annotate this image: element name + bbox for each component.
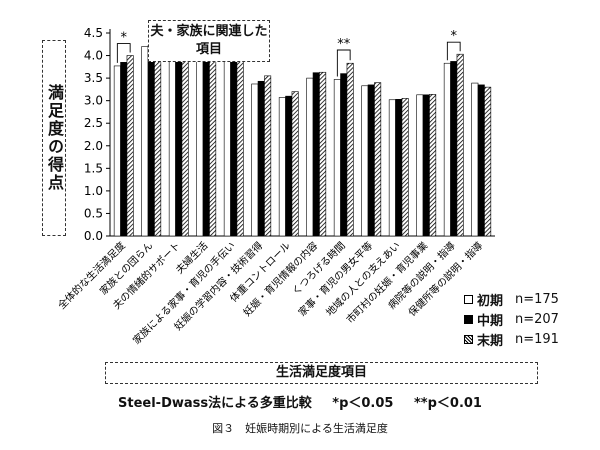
legend-label: 中期 [477,313,504,329]
y-tick-label: 3.0 [84,94,103,108]
bar-middle [422,94,430,237]
x-axis-title: 生活満足度項目 [275,365,367,380]
y-tick-label: 0.5 [84,206,103,220]
bar-middle [147,45,155,237]
bar-middle [285,95,293,237]
significance-bracket [336,49,351,77]
bar-middle [120,62,128,237]
y-tick-label: 4.5 [84,26,103,40]
legend-count: n=191 [515,331,559,347]
legend-count: n=207 [515,311,559,327]
bar-late [154,45,162,237]
statistics-note: Steel-Dwass法による多重比較 *p＜0.05 **p＜0.01 [0,392,600,411]
bar-late [484,86,492,237]
x-axis-title-box: 生活満足度項目 [105,362,538,384]
bar-middle [450,61,458,237]
bar-early [196,53,204,237]
y-axis-label: 満足度の得点 [45,84,64,192]
significance-mark: * [121,31,128,46]
bar-late [374,82,382,237]
bar-early [223,55,231,237]
legend-item-early: 初期 n=175 [464,289,559,309]
bar-middle [340,73,348,237]
p01-note: **p＜0.01 [414,396,482,411]
bar-late [319,71,327,237]
bar-late [429,94,437,237]
legend-item-late: 末期 n=191 [464,329,559,349]
bar-early [168,45,176,237]
group-annotation-box: 夫・家族に関連した項目 [148,20,270,62]
bar-late [456,53,464,237]
legend-label: 初期 [477,293,504,309]
bar-early [333,79,341,237]
bar-early [251,83,259,237]
significance-bracket [446,41,461,61]
bar-middle [312,72,320,237]
y-axis-label-box: 満足度の得点 [42,40,66,236]
bar-middle [175,50,183,237]
bar-middle [257,80,265,237]
legend-item-middle: 中期 n=207 [464,309,559,329]
significance-mark: * [451,29,458,44]
bar-middle [395,99,403,237]
legend-label: 末期 [477,333,504,349]
group-annotation-label: 夫・家族に関連した項目 [150,24,268,57]
bar-late [346,62,354,237]
y-tick-label: 0.0 [84,229,103,243]
p05-note: *p＜0.05 [332,396,394,411]
bar-early [278,97,286,237]
bar-early [361,85,369,237]
y-tick-label: 3.5 [84,71,103,85]
bar-middle [367,84,375,237]
y-tick-label: 1.0 [84,184,103,198]
bar-early [306,77,314,237]
bar-late [264,75,272,237]
y-tick-label: 2.0 [84,139,103,153]
bar-middle [477,84,485,237]
legend: 初期 n=175 中期 n=207 末期 n=191 [464,289,559,349]
significance-bracket [116,43,131,63]
legend-swatch-white [464,294,473,304]
bar-middle [202,56,210,237]
legend-count: n=175 [515,291,559,307]
bar-early [416,94,424,237]
significance-mark: ** [337,37,351,52]
bar-late [401,98,409,237]
bar-late [291,91,299,237]
bar-late [126,55,134,237]
y-tick-label: 4.0 [84,49,103,63]
legend-swatch-black [464,314,473,324]
bar-late [236,58,244,237]
y-tick-label: 1.5 [84,161,103,175]
bar-early [471,82,479,237]
bar-early [388,99,396,237]
y-tick-label: 2.5 [84,116,103,130]
bar-early [113,65,121,237]
figure-caption: 図３ 妊娠時期別による生活満足度 [212,422,388,435]
bar-late [181,52,189,237]
legend-swatch-hatched [464,334,473,344]
bar-chart: 0.00.51.01.52.02.53.03.54.04.5 全体的な生活満足度… [55,26,495,347]
bar-middle [230,56,238,237]
method-note: Steel-Dwass法による多重比較 [118,396,312,411]
bar-early [443,62,451,237]
bar-early [141,46,149,237]
bar-late [209,58,217,237]
